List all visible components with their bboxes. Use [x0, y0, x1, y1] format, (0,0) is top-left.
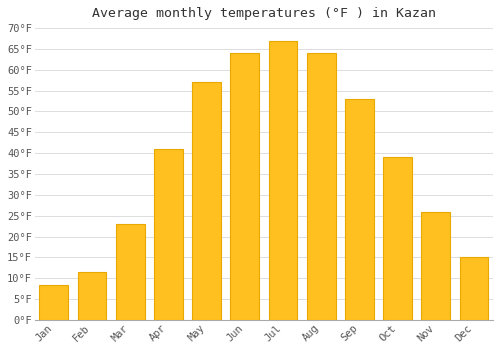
Bar — [78, 272, 106, 320]
Bar — [40, 285, 68, 320]
Bar — [460, 257, 488, 320]
Bar — [307, 53, 336, 320]
Bar — [116, 224, 144, 320]
Title: Average monthly temperatures (°F ) in Kazan: Average monthly temperatures (°F ) in Ka… — [92, 7, 436, 20]
Bar — [230, 53, 259, 320]
Bar — [192, 82, 221, 320]
Bar — [383, 157, 412, 320]
Bar — [422, 211, 450, 320]
Bar — [268, 41, 298, 320]
Bar — [345, 99, 374, 320]
Bar — [154, 149, 182, 320]
